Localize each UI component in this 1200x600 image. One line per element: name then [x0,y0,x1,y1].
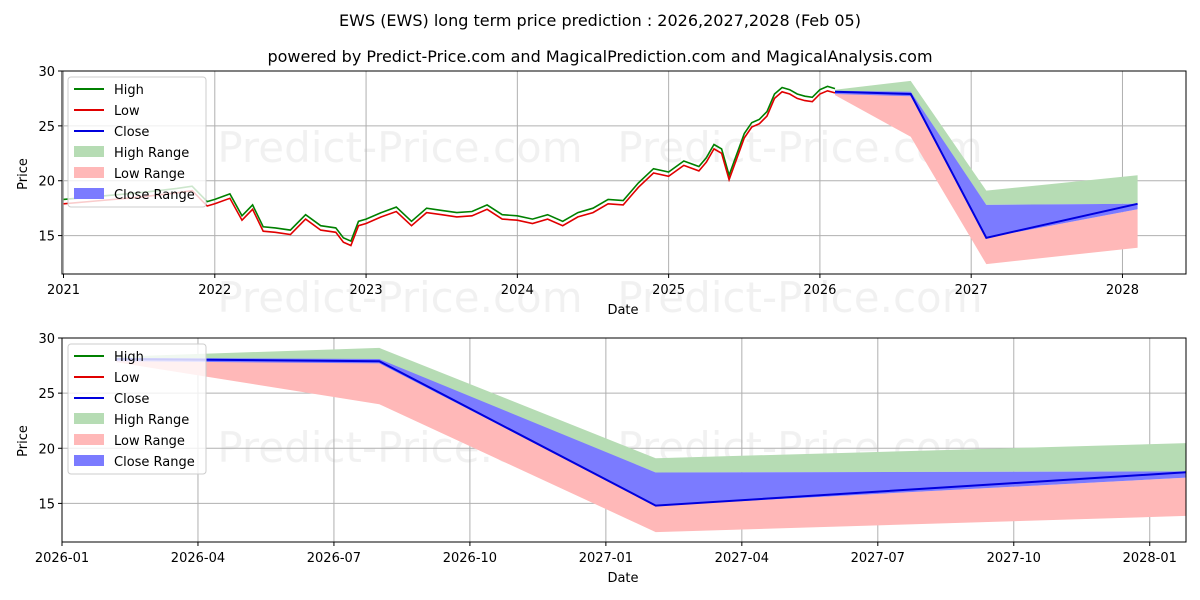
top-chart-panel: Predict-Price.com Predict-Price.com Pred… [16,65,1187,322]
legend-high-label: High [114,350,144,365]
legend-low-label: Low [114,104,140,119]
y-tick-label: 30 [38,65,55,80]
legend-close-range-swatch [74,188,104,199]
forecast-close-line [834,90,1138,239]
forecast-close-line [116,358,1186,507]
legend-high-range-swatch [74,146,104,157]
legend-high-range-label: High Range [114,413,189,428]
chart-title: EWS (EWS) long term price prediction : 2… [339,11,861,30]
y-tick-label: 25 [38,120,55,135]
legend: High Low Close High Range Low Range Clos… [67,343,207,475]
axis-ticks: 15 20 25 30 2026-01 2026-04 2026-07 2026-10 2027… [35,332,1177,566]
legend-close-range-label: Close Range [114,455,195,470]
history-high-line [63,85,836,243]
legend-low-label: Low [114,371,140,386]
y-tick-label: 15 [38,497,55,512]
x-axis-label: Date [607,571,638,586]
x-tick-label: 2027-04 [715,551,769,566]
y-axis-label: Price [16,158,31,190]
x-tick-label: 2025 [652,283,685,298]
low-range-band [835,92,1138,265]
legend-low-range-label: Low Range [114,434,185,449]
y-axis-label: Price [16,425,31,457]
legend-close-label: Close [114,125,149,140]
x-tick-label: 2027-10 [987,551,1041,566]
x-tick-label: 2026-10 [443,551,497,566]
legend-high-label: High [114,83,144,98]
price-lines [116,358,1186,507]
x-tick-label: 2026-01 [35,551,89,566]
legend-close-range-label: Close Range [114,188,195,203]
y-tick-label: 15 [38,230,55,245]
legend-close-range-swatch [74,455,104,466]
x-tick-label: 2026-07 [307,551,361,566]
x-tick-label: 2026-04 [171,551,225,566]
x-tick-label: 2024 [501,283,534,298]
x-tick-label: 2028 [1106,283,1139,298]
history-low-line [63,89,836,247]
legend-low-range-swatch [74,434,104,445]
legend-high-range-swatch [74,413,104,424]
close-range-band [116,357,1186,506]
x-tick-label: 2027 [955,283,988,298]
x-tick-label: 2027-07 [851,551,905,566]
chart-subtitle: powered by Predict-Price.com and Magical… [267,47,932,66]
legend-low-range-label: Low Range [114,167,185,182]
plot-frame [61,70,1187,275]
watermark: Predict-Price.com [217,123,582,172]
y-tick-label: 30 [38,332,55,347]
legend-low-range-swatch [74,167,104,178]
plot-frame [61,337,1187,543]
y-tick-label: 20 [38,442,55,457]
legend: High Low Close High Range Low Range Clos… [67,76,207,208]
y-tick-label: 20 [38,175,55,190]
x-tick-label: 2027-01 [579,551,633,566]
x-tick-label: 2023 [350,283,383,298]
x-tick-label: 2022 [198,283,231,298]
close-range-band [835,90,1138,238]
legend-close-label: Close [114,392,149,407]
legend-high-range-label: High Range [114,146,189,161]
bottom-chart-panel: Predict-Price.com Predict-Price.com 1520… [16,332,1187,586]
low-range-band [116,360,1186,533]
x-axis-label: Date [607,303,638,318]
y-tick-label: 25 [38,387,55,402]
watermark: Predict-Price.com [217,273,582,322]
watermark: Predict-Price.com [617,273,982,322]
price-lines [63,85,1138,247]
x-tick-label: 2026 [803,283,836,298]
x-tick-label: 2021 [47,283,80,298]
x-tick-label: 2028-01 [1123,551,1177,566]
